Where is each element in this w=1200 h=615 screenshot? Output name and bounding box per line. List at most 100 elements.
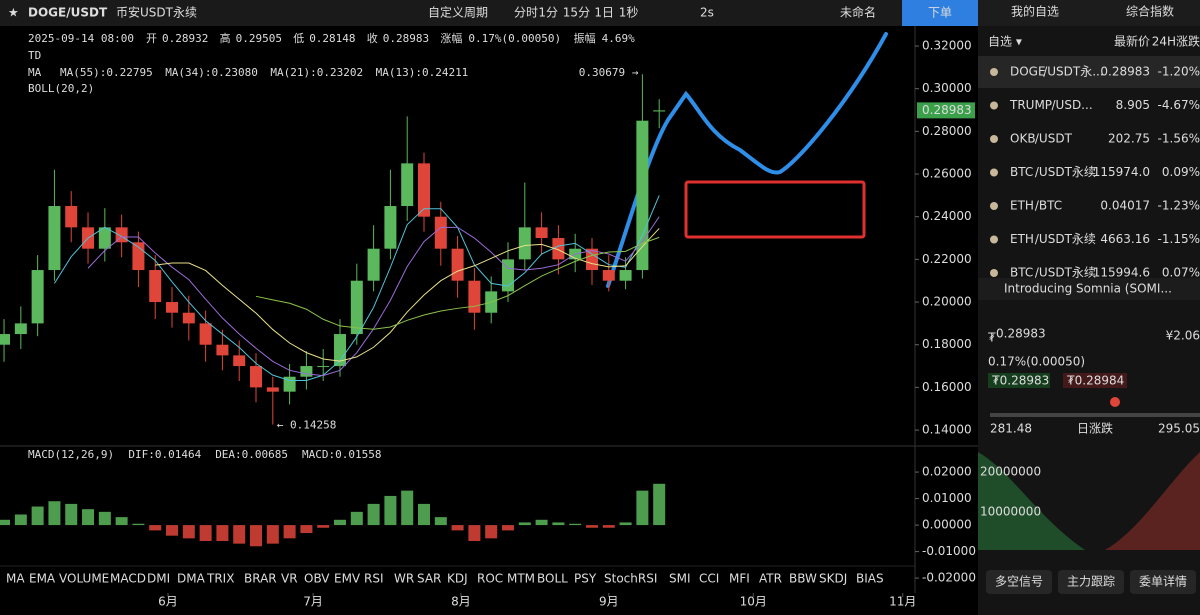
indicator-tab[interactable]: CCI xyxy=(699,572,719,586)
legend-td: TD xyxy=(28,49,41,62)
panel-button[interactable] xyxy=(1058,570,1124,594)
candle-body xyxy=(166,302,179,313)
indicator-tab[interactable]: SMI xyxy=(669,572,691,586)
row-icon xyxy=(990,168,998,177)
y-tick-label: 0.22000 xyxy=(922,252,972,266)
candle-body xyxy=(384,206,397,249)
indicator-tab[interactable]: StochRSI xyxy=(604,572,657,586)
candle-body xyxy=(653,110,666,112)
period[interactable]: 1分 xyxy=(538,6,558,20)
row-change: 0.09% xyxy=(1162,165,1200,179)
row-base: ETH xyxy=(1010,232,1034,246)
indicator-tab[interactable]: WR xyxy=(394,572,414,586)
indicator-tab[interactable]: DMI xyxy=(147,572,170,586)
indicator-tab[interactable]: SAR xyxy=(417,572,441,586)
x-tick-label: 6月 xyxy=(158,595,178,609)
macd-bar xyxy=(434,517,447,526)
info-label: 高 xyxy=(220,31,231,45)
indicator-tab[interactable]: ROC xyxy=(477,572,503,586)
indicator-tab[interactable]: MACD xyxy=(110,572,146,586)
macd-bar xyxy=(636,490,649,526)
change: 0.17%(0.00050) xyxy=(988,355,1085,369)
indicator-tab[interactable]: PSY xyxy=(574,572,597,586)
row-quote: /USDT xyxy=(1035,132,1073,146)
macd-bar xyxy=(31,506,44,526)
indicator-tab[interactable]: MFI xyxy=(729,572,750,586)
y-tick-label: -0.02000 xyxy=(922,571,976,585)
legend-ma-item: MA(21):0.23202 xyxy=(270,66,363,79)
row-price: 115994.6 xyxy=(1093,266,1150,280)
last-price: 0.28983 xyxy=(922,103,972,117)
indicator-tab[interactable]: MA xyxy=(6,572,25,586)
indicator-tab[interactable]: BBW xyxy=(789,572,817,586)
period[interactable]: 1日 xyxy=(594,6,614,20)
range-low: 281.48 xyxy=(990,422,1032,436)
info-label: 低 xyxy=(293,32,304,45)
row-price: 8.905 xyxy=(1116,98,1150,112)
panel-header: 最新价 xyxy=(1114,34,1150,49)
panel-tab[interactable]: 我的自选 xyxy=(1011,4,1059,19)
indicator-tab[interactable]: BRAR xyxy=(244,572,277,586)
y-tick-label: 0.18000 xyxy=(922,337,972,351)
panel-button[interactable] xyxy=(1130,570,1196,594)
indicator-tab[interactable]: VR xyxy=(281,572,298,586)
info-label: 收 xyxy=(367,31,378,45)
period[interactable]: 分时 xyxy=(514,6,538,20)
macd-bar xyxy=(48,501,61,526)
order-button-bg[interactable] xyxy=(902,0,978,26)
toolbar xyxy=(0,0,978,26)
indicator-tab[interactable]: EMA xyxy=(29,572,56,586)
row-quote: /USDT永... xyxy=(1043,65,1103,79)
drawn-box xyxy=(684,180,866,239)
macd-bar xyxy=(501,525,514,531)
period[interactable]: 15分 xyxy=(563,6,590,20)
indicator-tab[interactable]: DMA xyxy=(177,572,206,586)
macd-bar xyxy=(619,522,632,526)
indicator-tab[interactable]: EMV xyxy=(334,572,361,586)
period[interactable]: 1秒 xyxy=(619,6,639,20)
macd-bar xyxy=(552,522,565,526)
macd-bar xyxy=(451,525,464,531)
indicator-tab[interactable]: BIAS xyxy=(856,572,884,586)
macd-bar xyxy=(518,522,531,526)
candle-body xyxy=(199,323,212,345)
macd-bar xyxy=(569,523,582,526)
ma-line xyxy=(155,228,660,362)
candle-body xyxy=(300,366,313,377)
macd-bar xyxy=(334,519,347,526)
macd-bar xyxy=(350,511,363,526)
indicator-tab[interactable]: SKDJ xyxy=(819,572,847,586)
indicator-tab[interactable]: TRIX xyxy=(206,572,234,586)
macd-bar xyxy=(132,523,145,526)
y-tick-label: 0.32000 xyxy=(922,39,972,53)
indicator-tab[interactable]: OBV xyxy=(304,572,330,586)
indicator-tab[interactable]: BOLL xyxy=(537,572,568,586)
indicator-tab[interactable]: KDJ xyxy=(447,572,468,586)
macd-bar xyxy=(602,525,615,528)
row-price: 0.04017 xyxy=(1100,199,1150,213)
candle-body xyxy=(434,216,447,249)
x-tick-label: 8月 xyxy=(451,595,471,609)
indicator-tab[interactable]: ATR xyxy=(759,572,782,586)
panel-tab[interactable]: 综合指数 xyxy=(1126,4,1174,19)
candle-body xyxy=(65,206,78,228)
candle-body xyxy=(216,344,229,356)
macd-bar xyxy=(535,519,548,526)
indicator-tab[interactable]: VOLUME xyxy=(59,572,109,586)
candle-body xyxy=(31,270,44,324)
indicator-tab[interactable]: MTM xyxy=(507,572,535,586)
panel-button[interactable] xyxy=(986,570,1052,594)
depth-ask xyxy=(1105,452,1200,550)
candle-body xyxy=(451,248,464,281)
row-change: -1.56% xyxy=(1158,132,1200,146)
speed: 2s xyxy=(700,6,714,20)
panel-tabs xyxy=(978,0,1200,26)
legend-macd-item: DIF:0.01464 xyxy=(128,448,201,461)
depth-tick: 20000000 xyxy=(980,465,1041,479)
macd-bar xyxy=(149,525,162,531)
legend-macd-item: DEA:0.00685 xyxy=(215,448,288,461)
symbol: DOGE/USDT xyxy=(28,6,108,20)
panel-header: 自选 ▾ xyxy=(988,35,1022,49)
candle-body xyxy=(350,280,363,335)
indicator-tab[interactable]: RSI xyxy=(364,572,384,586)
